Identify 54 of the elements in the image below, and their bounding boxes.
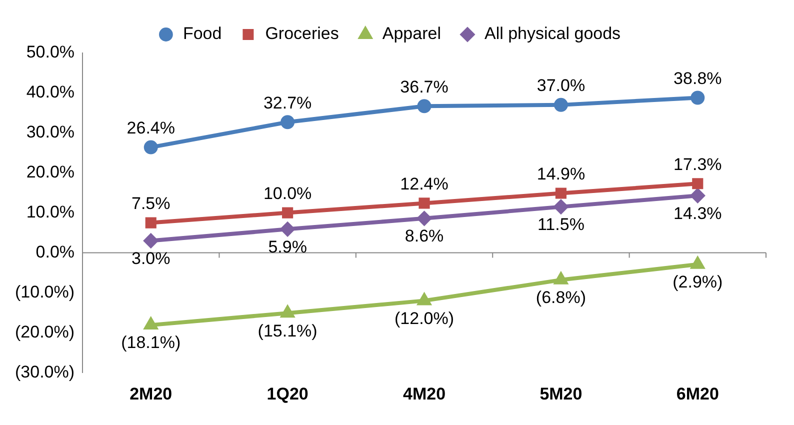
point: [555, 188, 566, 199]
x-tick-label: 5M20: [540, 384, 582, 404]
data-label: (18.1%): [121, 333, 181, 352]
data-label: 3.0%: [131, 248, 170, 268]
y-tick-label: (30.0%): [14, 362, 75, 382]
data-label: 10.0%: [263, 184, 312, 203]
point: [418, 198, 430, 209]
data-label: 14.9%: [536, 164, 586, 184]
data-label: 38.8%: [674, 68, 722, 88]
data-label: 8.6%: [404, 226, 444, 246]
x-tick-label: 4M20: [402, 384, 446, 404]
data-label: 37.0%: [536, 76, 586, 96]
data-label: (12.0%): [394, 308, 454, 328]
point: [144, 140, 158, 154]
y-tick-label: 30.0%: [26, 122, 75, 142]
legend-label: Apparel: [382, 24, 441, 44]
data-label: 11.5%: [537, 214, 584, 234]
x-tick-label: 6M20: [676, 384, 719, 404]
data-label: (15.1%): [258, 321, 318, 340]
data-label: 36.7%: [400, 77, 448, 96]
point: [417, 99, 432, 114]
data-label: 5.9%: [268, 237, 307, 256]
y-tick-label: 0.0%: [36, 242, 75, 262]
legend-label: All physical goods: [484, 24, 621, 44]
point: [280, 222, 295, 236]
y-tick-label: 10.0%: [26, 202, 75, 222]
point: [692, 178, 704, 190]
x-tick-label: 1Q20: [266, 384, 308, 404]
y-tick-label: (20.0%): [14, 322, 75, 342]
y-tick-label: 20.0%: [26, 162, 75, 182]
point: [554, 98, 568, 112]
data-label: 26.4%: [126, 118, 175, 138]
legend-label: Food: [182, 24, 222, 44]
point: [418, 294, 431, 306]
data-label: 17.3%: [674, 154, 722, 174]
point: [145, 217, 156, 228]
point: [280, 115, 295, 130]
point: [690, 90, 705, 105]
data-label: 32.7%: [263, 93, 312, 112]
point: [144, 234, 158, 248]
point: [554, 200, 568, 214]
data-label: 7.5%: [131, 194, 170, 213]
y-tick-label: 40.0%: [26, 82, 75, 102]
data-label: 14.3%: [674, 204, 722, 223]
point: [690, 188, 705, 203]
y-tick-label: 50.0%: [26, 42, 75, 62]
data-label: 12.4%: [400, 174, 448, 194]
data-label: (2.9%): [672, 272, 723, 292]
x-tick-label: 2M20: [130, 384, 172, 404]
legend-label: Groceries: [265, 24, 339, 44]
data-label: (6.8%): [536, 288, 586, 308]
y-tick-label: (10.0%): [14, 282, 75, 302]
point: [282, 207, 294, 218]
point: [417, 211, 432, 226]
